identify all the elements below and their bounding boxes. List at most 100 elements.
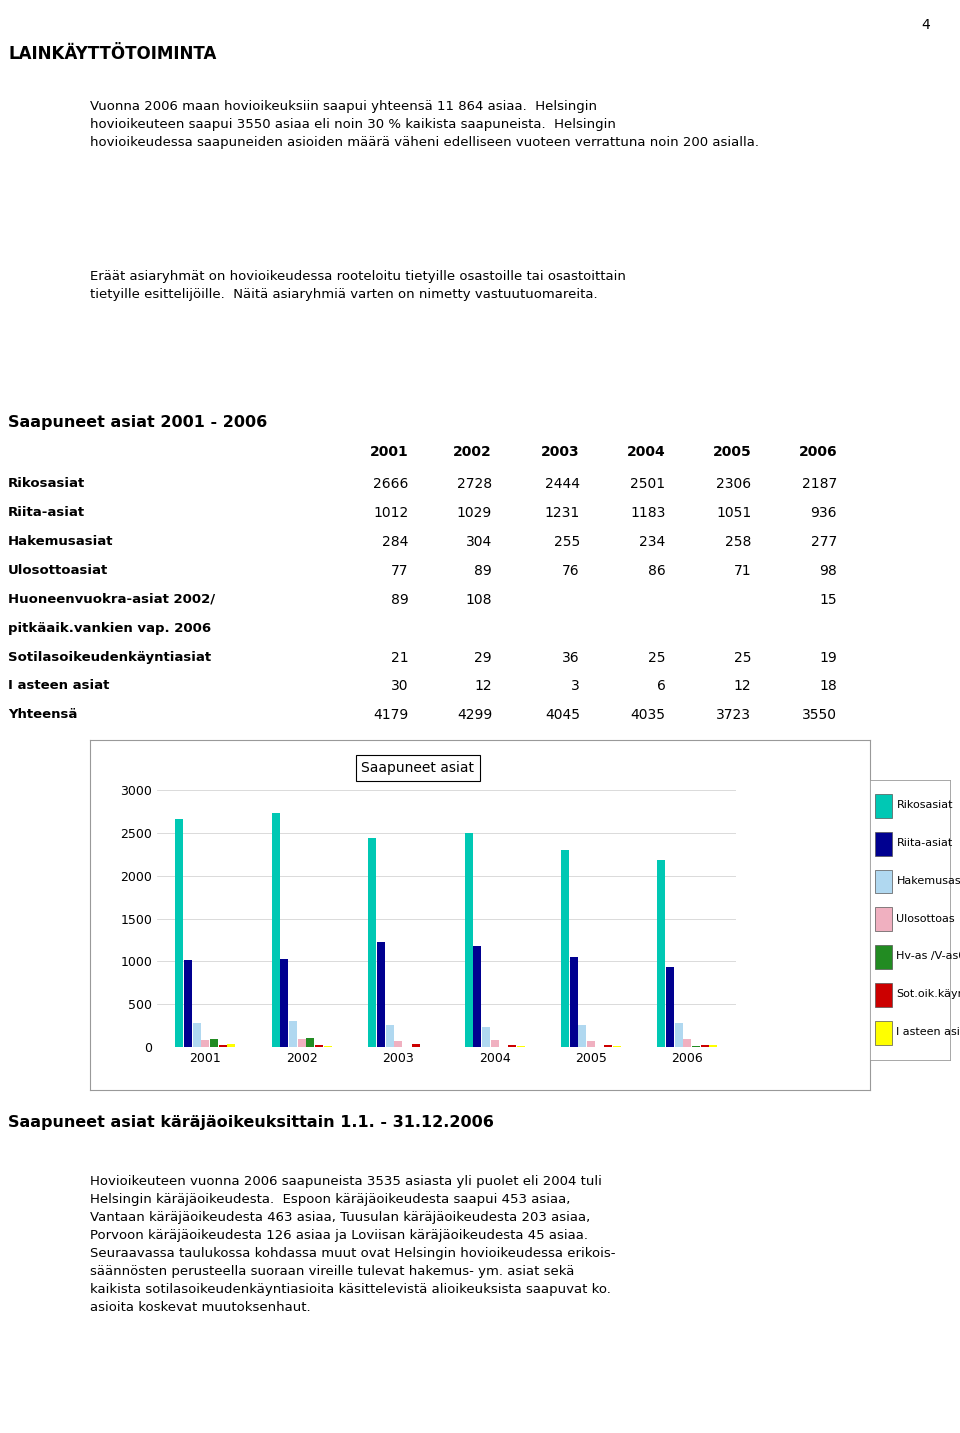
Text: 2003: 2003 bbox=[541, 446, 580, 459]
Bar bbox=[377, 941, 385, 1048]
Text: Riita-asiat: Riita-asiat bbox=[8, 506, 85, 519]
Text: 2728: 2728 bbox=[457, 477, 492, 492]
Bar bbox=[605, 1045, 612, 1048]
Text: 2187: 2187 bbox=[802, 477, 837, 492]
Text: Yhteensä: Yhteensä bbox=[8, 708, 78, 721]
Text: 234: 234 bbox=[639, 535, 665, 549]
Bar bbox=[289, 1020, 297, 1048]
Bar bbox=[386, 1025, 394, 1048]
Bar bbox=[569, 957, 578, 1048]
Text: 2004: 2004 bbox=[627, 446, 665, 459]
Text: 6: 6 bbox=[657, 679, 665, 694]
Text: 98: 98 bbox=[819, 563, 837, 577]
Bar bbox=[193, 1023, 201, 1048]
Text: 77: 77 bbox=[391, 563, 408, 577]
Text: 2666: 2666 bbox=[373, 477, 408, 492]
Text: pitkäaik.vankien vap. 2006: pitkäaik.vankien vap. 2006 bbox=[8, 622, 211, 635]
Text: 2444: 2444 bbox=[545, 477, 580, 492]
Bar bbox=[412, 1043, 420, 1048]
Bar bbox=[280, 959, 288, 1048]
Text: 3723: 3723 bbox=[716, 708, 752, 722]
Bar bbox=[298, 1039, 306, 1048]
Text: 936: 936 bbox=[810, 506, 837, 520]
Text: I asteen asiat: I asteen asiat bbox=[897, 1027, 960, 1037]
Text: Rikosasiat: Rikosasiat bbox=[897, 800, 953, 810]
Text: Saapuneet asiat 2001 - 2006: Saapuneet asiat 2001 - 2006 bbox=[8, 416, 267, 430]
Text: 1012: 1012 bbox=[373, 506, 408, 520]
Text: 4179: 4179 bbox=[373, 708, 408, 722]
Text: Sotilasoikeudenkäyntiasiat: Sotilasoikeudenkäyntiasiat bbox=[8, 651, 211, 663]
Bar bbox=[508, 1045, 516, 1048]
Bar bbox=[658, 860, 665, 1048]
Text: 2306: 2306 bbox=[716, 477, 752, 492]
Bar bbox=[369, 838, 376, 1048]
Bar bbox=[491, 1040, 498, 1048]
Bar bbox=[228, 1045, 235, 1048]
Text: 284: 284 bbox=[382, 535, 408, 549]
Text: 258: 258 bbox=[725, 535, 752, 549]
Text: 36: 36 bbox=[563, 651, 580, 665]
Text: Hovioikeuteen vuonna 2006 saapuneista 3535 asiasta yli puolet eli 2004 tuli
Hels: Hovioikeuteen vuonna 2006 saapuneista 35… bbox=[90, 1175, 615, 1314]
Text: 4035: 4035 bbox=[631, 708, 665, 722]
Bar bbox=[684, 1039, 691, 1048]
Text: 18: 18 bbox=[819, 679, 837, 694]
Text: 1183: 1183 bbox=[630, 506, 665, 520]
FancyBboxPatch shape bbox=[875, 870, 893, 893]
Bar bbox=[465, 833, 472, 1048]
Text: 89: 89 bbox=[391, 593, 408, 606]
FancyBboxPatch shape bbox=[875, 831, 893, 856]
Text: Saapuneet asiat: Saapuneet asiat bbox=[361, 761, 474, 775]
FancyBboxPatch shape bbox=[875, 907, 893, 931]
Text: Riita-asiat: Riita-asiat bbox=[897, 838, 952, 848]
Text: 255: 255 bbox=[554, 535, 580, 549]
Text: 86: 86 bbox=[648, 563, 665, 577]
Bar bbox=[587, 1040, 595, 1048]
Text: Saapuneet asiat käräjäoikeuksittain 1.1. - 31.12.2006: Saapuneet asiat käräjäoikeuksittain 1.1.… bbox=[8, 1115, 493, 1131]
Text: Rikosasiat: Rikosasiat bbox=[8, 477, 85, 490]
Text: 15: 15 bbox=[820, 593, 837, 606]
Text: 12: 12 bbox=[733, 679, 752, 694]
FancyBboxPatch shape bbox=[875, 946, 893, 969]
Text: 4299: 4299 bbox=[457, 708, 492, 722]
Bar bbox=[561, 850, 569, 1048]
Text: 25: 25 bbox=[733, 651, 752, 665]
Text: 2001: 2001 bbox=[370, 446, 408, 459]
Text: 29: 29 bbox=[474, 651, 492, 665]
Text: 1051: 1051 bbox=[716, 506, 752, 520]
Text: 3550: 3550 bbox=[802, 708, 837, 722]
Bar bbox=[395, 1040, 402, 1048]
Bar bbox=[219, 1045, 227, 1048]
Text: Sot.oik.käynti: Sot.oik.käynti bbox=[897, 989, 960, 999]
Text: LAINKÄYTTÖTOIMINTA: LAINKÄYTTÖTOIMINTA bbox=[8, 44, 216, 63]
Text: 3: 3 bbox=[571, 679, 580, 694]
Bar bbox=[578, 1025, 587, 1048]
Text: 4: 4 bbox=[922, 19, 930, 32]
Text: Hakemusas.: Hakemusas. bbox=[897, 876, 960, 886]
Bar bbox=[482, 1027, 490, 1048]
Text: Eräät asiaryhmät on hovioikeudessa rooteloitu tietyille osastoille tai osastoitt: Eräät asiaryhmät on hovioikeudessa roote… bbox=[90, 269, 626, 301]
Text: 304: 304 bbox=[466, 535, 492, 549]
Bar bbox=[709, 1046, 717, 1048]
Text: 30: 30 bbox=[391, 679, 408, 694]
FancyBboxPatch shape bbox=[875, 794, 893, 818]
Text: 19: 19 bbox=[819, 651, 837, 665]
Text: Ulosottoas: Ulosottoas bbox=[897, 914, 955, 924]
Text: Hv-as /V-as06: Hv-as /V-as06 bbox=[897, 952, 960, 962]
Text: 277: 277 bbox=[811, 535, 837, 549]
Text: 1231: 1231 bbox=[544, 506, 580, 520]
Bar bbox=[315, 1045, 324, 1048]
Bar bbox=[202, 1040, 209, 1048]
Text: 89: 89 bbox=[474, 563, 492, 577]
Bar bbox=[666, 967, 674, 1048]
Text: 21: 21 bbox=[391, 651, 408, 665]
Text: Hakemusasiat: Hakemusasiat bbox=[8, 535, 113, 547]
Text: 25: 25 bbox=[648, 651, 665, 665]
Text: Huoneenvuokra-asiat 2002/: Huoneenvuokra-asiat 2002/ bbox=[8, 593, 215, 606]
Bar bbox=[272, 814, 279, 1048]
Bar bbox=[701, 1046, 708, 1048]
Text: 76: 76 bbox=[563, 563, 580, 577]
Text: Ulosottoasiat: Ulosottoasiat bbox=[8, 563, 108, 576]
Text: 2006: 2006 bbox=[799, 446, 837, 459]
Text: 2005: 2005 bbox=[712, 446, 752, 459]
Text: Vuonna 2006 maan hovioikeuksiin saapui yhteensä 11 864 asiaa.  Helsingin
hovioik: Vuonna 2006 maan hovioikeuksiin saapui y… bbox=[90, 100, 759, 149]
